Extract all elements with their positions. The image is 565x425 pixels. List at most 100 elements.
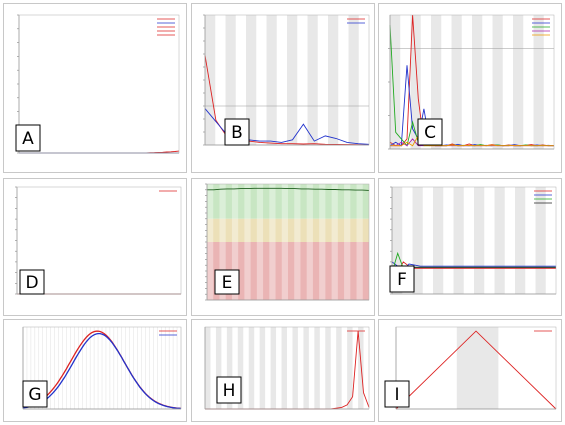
bg-stripe — [392, 187, 403, 294]
bg-stripe — [226, 327, 233, 409]
bg-stripe — [281, 327, 287, 409]
panel-frame — [3, 178, 187, 316]
quality-zone-1 — [207, 218, 369, 242]
bg-stripe — [266, 15, 277, 145]
bg-stripe — [348, 15, 359, 145]
series-line-blue — [22, 332, 182, 410]
series-line-dark_green — [207, 187, 370, 191]
plot-frame — [22, 326, 182, 410]
bg-stripe — [314, 327, 320, 409]
panel-label-c: C — [424, 123, 436, 143]
panel-label-box — [384, 380, 410, 408]
bg-stripe — [431, 15, 442, 149]
chart-panel-f: F — [378, 178, 562, 316]
bg-stripe — [303, 327, 309, 409]
bg-stripe — [231, 184, 239, 300]
chart-panel-g: G — [3, 319, 187, 422]
bg-stripe — [535, 187, 546, 294]
panel-label-box — [224, 118, 250, 146]
panel-label-box — [214, 269, 240, 295]
series-line-blue — [391, 261, 556, 272]
panel-label-h: H — [223, 381, 236, 401]
series-line-red — [391, 261, 556, 274]
bg-stripe — [433, 187, 444, 294]
bg-stripe — [515, 187, 526, 294]
panel-label-e: E — [222, 273, 233, 293]
series-line-black — [391, 265, 556, 278]
bg-stripe — [513, 15, 524, 149]
bg-stripe — [237, 327, 244, 409]
bg-stripe — [390, 15, 401, 149]
bg-stripe — [325, 327, 331, 409]
chart-panel-c: C — [378, 3, 562, 173]
panel-label-box — [216, 376, 242, 404]
bg-stripe — [246, 15, 257, 145]
panel-label-g: G — [28, 385, 41, 405]
plot-frame — [206, 183, 370, 301]
panel-label-box — [389, 265, 415, 293]
bg-stripe — [356, 184, 363, 300]
bg-stripe — [494, 187, 505, 294]
bg-stripe — [270, 327, 277, 409]
bg-stripe — [328, 15, 339, 145]
chart-panel-i: I — [378, 319, 562, 422]
panel-label-f: F — [397, 270, 407, 290]
plot-frame — [16, 186, 182, 295]
bg-stripe — [410, 15, 421, 149]
bg-stripe — [451, 15, 462, 149]
bg-stripe — [306, 184, 313, 300]
bg-stripe — [244, 184, 251, 300]
chart-panel-d: D — [3, 178, 187, 316]
bg-stripe — [215, 327, 222, 409]
bg-stripe — [225, 15, 236, 145]
plot-frame — [18, 14, 180, 154]
bg-stripe — [256, 184, 264, 300]
bg-stripe — [294, 184, 301, 300]
bg-stripe — [331, 184, 338, 300]
bg-stripe — [472, 15, 483, 149]
chart-panel-h: H — [191, 319, 375, 422]
bg-stripe — [492, 15, 503, 149]
panel-label-i: I — [394, 385, 399, 405]
plot-frame — [204, 14, 370, 146]
bg-stripe — [358, 327, 364, 409]
bg-stripe — [219, 184, 226, 300]
bg-stripe — [533, 15, 544, 149]
chart-panel-e: E — [191, 178, 375, 316]
bg-stripe — [474, 187, 485, 294]
bg-stripe — [336, 327, 342, 409]
bg-stripe — [269, 184, 276, 300]
bg-stripe — [412, 187, 423, 294]
bg-stripe — [205, 327, 211, 409]
bg-stripe — [207, 184, 214, 300]
series-line-orange — [390, 134, 554, 147]
plot-frame — [391, 186, 557, 295]
bg-stripe — [205, 15, 216, 145]
chart-panel-b: B — [191, 3, 375, 173]
bg-stripe — [292, 327, 298, 409]
panel-label-box — [15, 124, 41, 152]
bg-stripe — [456, 327, 499, 409]
panel-label-d: D — [25, 273, 38, 293]
panel-label-box — [22, 380, 48, 408]
bg-stripe — [319, 184, 326, 300]
panel-frame — [378, 178, 562, 316]
plot-frame — [389, 14, 555, 150]
plot-frame — [395, 326, 557, 410]
panel-label-box — [19, 269, 45, 295]
chart-panel-a: A — [3, 3, 187, 173]
plot-frame — [204, 326, 370, 410]
bg-stripe — [259, 327, 266, 409]
bg-stripe — [248, 327, 255, 409]
series-line-red — [395, 330, 557, 410]
bg-stripe — [281, 184, 288, 300]
panel-label-b: B — [231, 123, 243, 143]
bg-stripe — [453, 187, 464, 294]
bg-stripe — [307, 15, 318, 145]
panel-frame — [191, 3, 375, 173]
bg-stripe — [344, 184, 351, 300]
bg-stripe — [347, 327, 353, 409]
bg-stripe — [287, 15, 298, 145]
panel-label-box — [417, 118, 443, 146]
